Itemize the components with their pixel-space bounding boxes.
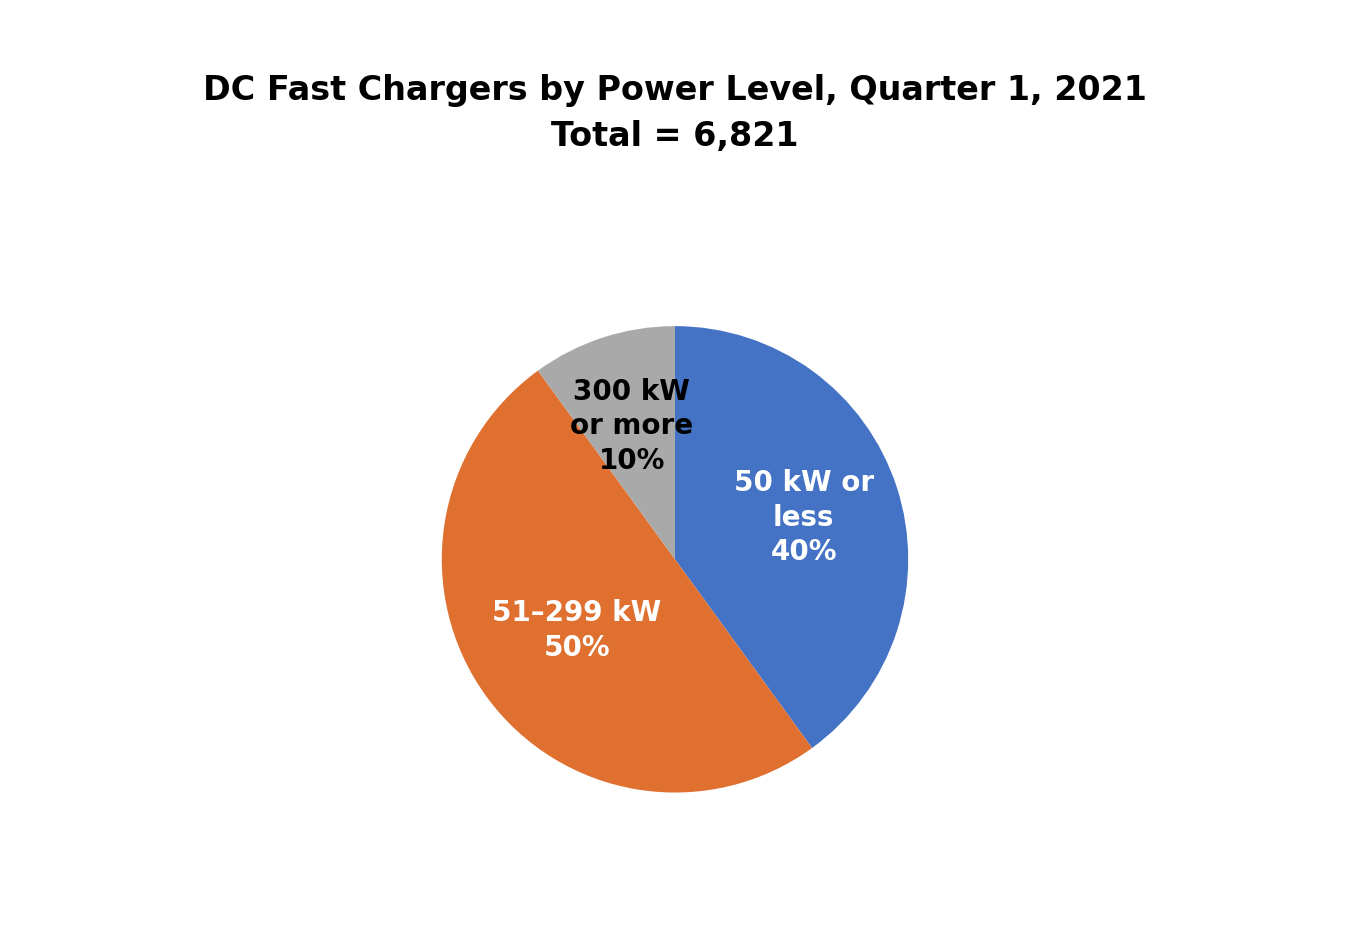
Text: 50 kW or
less
40%: 50 kW or less 40%: [733, 469, 873, 566]
Text: 51–299 kW
50%: 51–299 kW 50%: [493, 599, 662, 662]
Text: DC Fast Chargers by Power Level, Quarter 1, 2021
Total = 6,821: DC Fast Chargers by Power Level, Quarter…: [202, 74, 1148, 154]
Text: 300 kW
or more
10%: 300 kW or more 10%: [570, 377, 694, 475]
Wedge shape: [675, 326, 909, 748]
Wedge shape: [441, 371, 813, 793]
Wedge shape: [537, 326, 675, 559]
